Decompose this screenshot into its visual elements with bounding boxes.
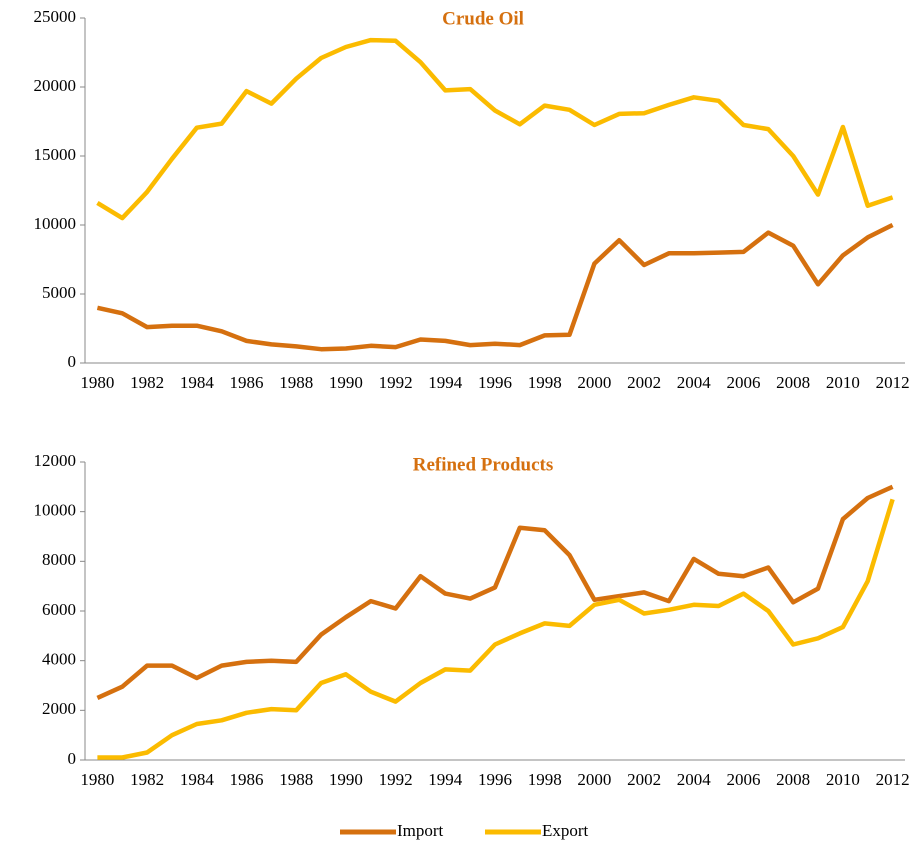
y-tick-label: 8000 bbox=[42, 550, 76, 569]
line-series bbox=[97, 498, 895, 760]
x-tick-label: 1982 bbox=[130, 373, 164, 392]
x-tick-label: 1992 bbox=[379, 770, 413, 789]
x-tick-label: 2000 bbox=[577, 770, 611, 789]
chart-title: Crude Oil bbox=[442, 8, 524, 29]
y-tick-label: 0 bbox=[68, 749, 77, 768]
chart-title: Refined Products bbox=[413, 454, 554, 475]
line-series bbox=[96, 484, 894, 700]
x-tick-label: 1998 bbox=[528, 373, 562, 392]
x-tick-label: 1984 bbox=[180, 770, 215, 789]
y-tick-label: 2000 bbox=[42, 699, 76, 718]
x-tick-label: 1998 bbox=[528, 770, 562, 789]
y-tick-label: 15000 bbox=[34, 145, 77, 164]
x-tick-label: 2006 bbox=[726, 373, 760, 392]
x-tick-label: 1996 bbox=[478, 373, 512, 392]
y-tick-label: 12000 bbox=[34, 451, 77, 470]
x-tick-label: 2002 bbox=[627, 770, 661, 789]
x-tick-label: 1980 bbox=[80, 770, 114, 789]
legend-label: Export bbox=[542, 821, 589, 840]
x-tick-label: 2002 bbox=[627, 373, 661, 392]
line-series bbox=[96, 37, 894, 221]
x-tick-label: 1990 bbox=[329, 770, 363, 789]
x-tick-label: 2000 bbox=[577, 373, 611, 392]
x-tick-label: 1994 bbox=[428, 770, 463, 789]
x-tick-label: 1988 bbox=[279, 373, 313, 392]
legend-label: Import bbox=[397, 821, 444, 840]
x-tick-label: 1996 bbox=[478, 770, 512, 789]
x-tick-label: 2008 bbox=[776, 373, 810, 392]
y-tick-label: 6000 bbox=[42, 600, 76, 619]
x-tick-label: 2010 bbox=[826, 770, 860, 789]
x-tick-label: 2008 bbox=[776, 770, 810, 789]
x-tick-label: 1980 bbox=[80, 373, 114, 392]
y-tick-label: 20000 bbox=[34, 76, 77, 95]
y-tick-label: 0 bbox=[68, 352, 77, 371]
x-tick-label: 2010 bbox=[826, 373, 860, 392]
line-series bbox=[96, 222, 894, 352]
y-tick-label: 10000 bbox=[34, 501, 77, 520]
x-tick-label: 1994 bbox=[428, 373, 463, 392]
x-tick-label: 2006 bbox=[726, 770, 760, 789]
x-tick-label: 2004 bbox=[677, 373, 712, 392]
x-tick-label: 1986 bbox=[230, 373, 264, 392]
x-tick-label: 1982 bbox=[130, 770, 164, 789]
y-tick-label: 5000 bbox=[42, 283, 76, 302]
x-tick-label: 1992 bbox=[379, 373, 413, 392]
y-tick-label: 25000 bbox=[34, 7, 77, 26]
x-tick-label: 2004 bbox=[677, 770, 712, 789]
y-tick-label: 10000 bbox=[34, 214, 77, 233]
y-tick-label: 4000 bbox=[42, 650, 76, 669]
x-tick-label: 2012 bbox=[876, 770, 910, 789]
x-tick-label: 1984 bbox=[180, 373, 215, 392]
x-tick-label: 2012 bbox=[876, 373, 910, 392]
x-tick-label: 1988 bbox=[279, 770, 313, 789]
x-tick-label: 1990 bbox=[329, 373, 363, 392]
x-tick-label: 1986 bbox=[230, 770, 264, 789]
